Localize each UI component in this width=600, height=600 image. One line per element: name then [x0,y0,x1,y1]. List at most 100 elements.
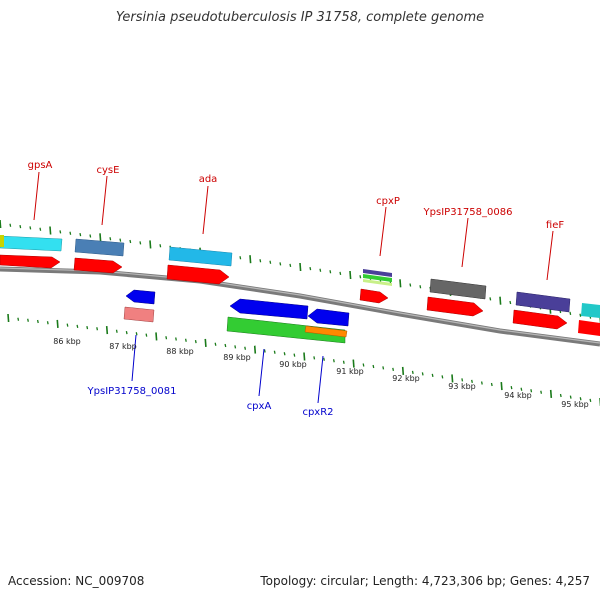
minor-tick [76,324,79,329]
gene-YpsIP31758_0086[interactable] [426,278,487,317]
major-tick [249,255,252,264]
minor-tick [59,230,62,234]
gene-next-right[interactable] [578,303,600,336]
label-YpsIP31758_0081[interactable]: YpsIP31758_0081 [87,386,177,397]
gene-gpsA[interactable] [0,235,63,269]
minor-tick [490,382,493,387]
minor-tick [9,223,12,227]
minor-tick [431,373,434,378]
minor-tick [239,256,242,260]
minor-tick [194,339,197,344]
minor-tick [342,360,345,364]
minor-tick [214,342,217,346]
minor-tick [29,226,32,230]
minor-tick [510,385,513,390]
gene-fieF[interactable] [512,291,571,330]
minor-tick [540,390,543,394]
forward-genes [0,235,600,336]
minor-tick [313,356,316,360]
gene-ada[interactable] [166,246,233,285]
major-tick [499,296,502,305]
minor-tick [139,241,142,245]
minor-tick [17,317,20,321]
major-tick [149,240,152,249]
minor-tick [46,321,49,325]
minor-tick [392,367,395,372]
minor-tick [329,270,332,274]
major-tick [299,262,302,272]
minor-tick [259,259,262,263]
scale-label: 91 kbp [336,367,364,376]
minor-tick [109,237,112,241]
minor-tick [184,338,187,342]
minor-tick [319,268,322,272]
gene-YpsIP31758_0081[interactable] [123,289,156,323]
major-tick [105,326,109,335]
minor-tick [125,330,128,335]
reverse-genes [123,289,350,344]
major-tick [7,313,10,323]
major-tick [401,366,405,375]
label-cpxP[interactable]: cpxP [376,196,400,207]
minor-tick [293,353,296,357]
minor-tick [382,366,385,370]
minor-tick [115,329,118,333]
gene-cysE[interactable] [73,238,125,274]
label-YpsIP31758_0086[interactable]: YpsIP31758_0086 [423,207,513,218]
minor-tick [165,336,168,340]
label-cysE[interactable]: cysE [97,165,120,176]
scale-label-layer: 86 kbp 87 kbp 88 kbp 89 kbp 90 kbp 91 kb… [53,337,589,409]
scale-label: 92 kbp [392,374,420,383]
minor-tick [471,379,473,384]
gene-cpxR2[interactable] [304,308,350,338]
label-ada[interactable]: ada [199,174,218,185]
label-gpsA[interactable]: gpsA [28,160,53,171]
minor-tick [39,227,42,231]
minor-tick [145,333,148,337]
major-tick [549,389,553,398]
minor-tick [372,364,375,369]
minor-tick [66,323,69,327]
minor-tick [159,244,162,248]
minor-tick [86,325,89,330]
minor-tick [244,346,247,350]
minor-tick [135,332,138,336]
scale-label: 90 kbp [279,360,307,369]
minor-tick [224,343,227,348]
minor-tick [441,375,444,379]
label-cpxR2[interactable]: cpxR2 [302,407,333,418]
label-cpxA[interactable]: cpxA [247,401,272,412]
minor-tick [520,387,523,391]
major-tick [500,382,503,391]
minor-tick [323,357,325,361]
scale-label: 95 kbp [561,400,589,409]
minor-tick [19,224,22,229]
minor-tick [263,349,266,353]
accession-text: Accession: NC_009708 [8,574,145,588]
minor-tick [129,239,132,244]
minor-tick [27,318,29,322]
major-tick [399,279,402,288]
minor-tick [559,393,562,398]
minor-tick [409,283,412,287]
gene-cpxP[interactable] [359,269,392,304]
minor-tick [79,232,82,237]
minor-tick [283,352,286,356]
minor-tick [362,363,365,367]
reverse-label-layer: YpsIP31758_0081 cpxA cpxR2 [87,334,334,418]
scale-label: 89 kbp [223,353,251,362]
minor-tick [119,238,122,242]
major-tick [99,233,102,242]
minor-tick [289,263,292,268]
major-tick [204,338,207,347]
minor-tick [279,262,282,266]
gene-cpxA[interactable] [226,298,346,344]
minor-tick [530,389,533,393]
minor-tick [419,285,422,289]
scale-label: 87 kbp [109,342,137,351]
minor-tick [589,398,592,403]
major-tick [352,359,355,368]
label-fieF[interactable]: fieF [546,220,564,231]
minor-tick [309,266,312,271]
minor-tick [480,381,483,385]
